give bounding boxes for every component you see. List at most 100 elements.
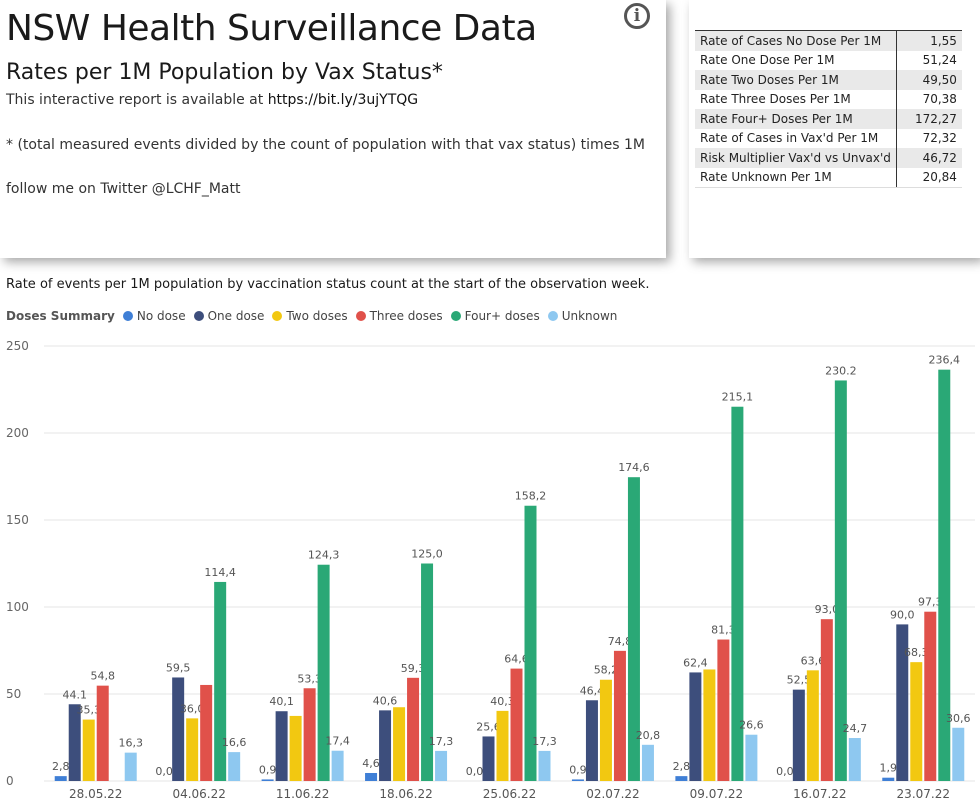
data-label: 58,2 bbox=[594, 664, 619, 677]
data-label: 53,3 bbox=[297, 672, 322, 685]
bar bbox=[585, 700, 598, 781]
y-tick-label: 200 bbox=[6, 426, 29, 440]
data-label: 40,1 bbox=[269, 695, 294, 708]
metric-label: Rate One Dose Per 1M bbox=[700, 53, 835, 68]
data-label: 124,3 bbox=[308, 549, 340, 562]
metric-value: 172,27 bbox=[895, 109, 962, 129]
metric-value: 49,50 bbox=[895, 70, 962, 90]
metric-value: 1,55 bbox=[895, 30, 962, 51]
bar bbox=[289, 715, 302, 781]
legend-label: Unknown bbox=[561, 309, 618, 323]
bar bbox=[924, 611, 937, 781]
bar bbox=[228, 752, 241, 781]
bar bbox=[703, 669, 716, 781]
report-prefix: This interactive report is available at bbox=[6, 92, 268, 108]
bar bbox=[599, 679, 612, 781]
data-label: 0,0 bbox=[776, 765, 794, 778]
metrics-row: Rate of Cases in Vax'd Per 1M 72,32 bbox=[695, 128, 962, 148]
bar bbox=[571, 779, 584, 781]
legend-dot-icon bbox=[450, 311, 461, 321]
data-label: 52,5 bbox=[787, 674, 812, 687]
x-tick-label: 23.07.22 bbox=[897, 787, 950, 801]
metric-label: Rate Three Doses Per 1M bbox=[700, 92, 851, 107]
x-tick-label: 16.07.22 bbox=[793, 787, 846, 801]
bar bbox=[952, 727, 965, 781]
data-label: 2,8 bbox=[673, 760, 691, 773]
legend-item[interactable]: One dose bbox=[193, 309, 265, 323]
bar bbox=[938, 369, 951, 781]
y-tick-label: 250 bbox=[6, 339, 29, 353]
legend-item[interactable]: Unknown bbox=[547, 309, 618, 323]
data-label: 59,5 bbox=[166, 661, 191, 674]
bar bbox=[806, 670, 819, 781]
data-label: 0,9 bbox=[569, 763, 587, 776]
legend-item[interactable]: No dose bbox=[122, 309, 186, 323]
bar bbox=[186, 718, 199, 781]
metrics-row: Rate Unknown Per 1M 20,84 bbox=[695, 167, 962, 188]
data-label: 64,6 bbox=[504, 653, 529, 666]
info-card: NSW Health Surveillance Data Rates per 1… bbox=[0, 0, 666, 258]
bar-chart: 0 50 100 150 200 250 2,8 44.1 35,3 54,8 16,3 28.05.… bbox=[6, 339, 975, 801]
bar bbox=[200, 684, 213, 781]
data-label: 17,3 bbox=[429, 735, 454, 748]
bar bbox=[54, 776, 67, 781]
metric-value: 20,84 bbox=[895, 167, 962, 188]
bar bbox=[96, 685, 109, 781]
bar bbox=[834, 380, 847, 781]
data-label: 236,4 bbox=[929, 354, 961, 367]
data-label: 63,6 bbox=[801, 654, 826, 667]
report-link[interactable]: https://bit.ly/3ujYTQG bbox=[267, 92, 419, 108]
data-label: 90,0 bbox=[890, 608, 915, 621]
bar bbox=[745, 734, 758, 781]
y-tick-label: 0 bbox=[6, 774, 14, 788]
bar bbox=[317, 564, 330, 781]
x-tick-label: 09.07.22 bbox=[690, 787, 743, 801]
legend-label: Three doses bbox=[369, 309, 443, 323]
bar bbox=[717, 639, 730, 781]
bar bbox=[538, 750, 551, 781]
data-label: 16,3 bbox=[118, 737, 143, 750]
data-label: 36,0 bbox=[180, 702, 205, 715]
bar bbox=[379, 710, 392, 781]
data-label: 0,0 bbox=[155, 765, 173, 778]
metrics-row: Rate of Cases No Dose Per 1M 1,55 bbox=[695, 30, 962, 51]
data-label: 35,3 bbox=[76, 704, 101, 717]
data-label: 158,2 bbox=[515, 490, 547, 503]
x-tick-label: 04.06.22 bbox=[172, 787, 225, 801]
data-label: 62,4 bbox=[683, 656, 708, 669]
data-label: 24,7 bbox=[843, 722, 868, 735]
data-label: 16,6 bbox=[222, 736, 247, 749]
bar bbox=[331, 750, 344, 781]
bar bbox=[435, 750, 448, 781]
x-tick-label: 25.06.22 bbox=[483, 787, 536, 801]
y-tick-label: 100 bbox=[6, 600, 29, 614]
bar bbox=[820, 619, 833, 781]
metric-label: Rate Unknown Per 1M bbox=[695, 167, 897, 188]
legend-item[interactable]: Four+ doses bbox=[450, 309, 540, 323]
legend-item[interactable]: Three doses bbox=[355, 309, 443, 323]
data-label: 4,6 bbox=[362, 757, 380, 770]
footnote: * (total measured events divided by the … bbox=[6, 137, 645, 153]
data-label: 59,3 bbox=[401, 662, 426, 675]
metric-value: 72,32 bbox=[895, 128, 962, 148]
bar bbox=[365, 772, 378, 781]
data-label: 93,0 bbox=[815, 603, 840, 616]
data-label: 26,6 bbox=[739, 719, 764, 732]
data-label: 97,3 bbox=[918, 596, 943, 609]
legend-dot-icon bbox=[193, 311, 204, 321]
legend-item[interactable]: Two doses bbox=[272, 309, 348, 323]
metric-label: Rate Four+ Doses Per 1M bbox=[695, 109, 897, 129]
legend-label: One dose bbox=[207, 309, 265, 323]
data-label: 40,6 bbox=[373, 694, 398, 707]
bar bbox=[689, 672, 702, 781]
bar bbox=[82, 719, 95, 781]
data-label: 40,3 bbox=[490, 695, 515, 708]
legend-dot-icon bbox=[272, 311, 283, 321]
data-label: 2,8 bbox=[52, 760, 70, 773]
info-icon[interactable]: i bbox=[624, 3, 650, 29]
data-label: 44.1 bbox=[62, 688, 87, 701]
bar bbox=[261, 779, 274, 781]
page-title: NSW Health Surveillance Data bbox=[6, 8, 537, 49]
bar bbox=[496, 710, 509, 781]
metrics-card: Rate of Cases No Dose Per 1M 1,55 Rate One… bbox=[689, 0, 980, 258]
